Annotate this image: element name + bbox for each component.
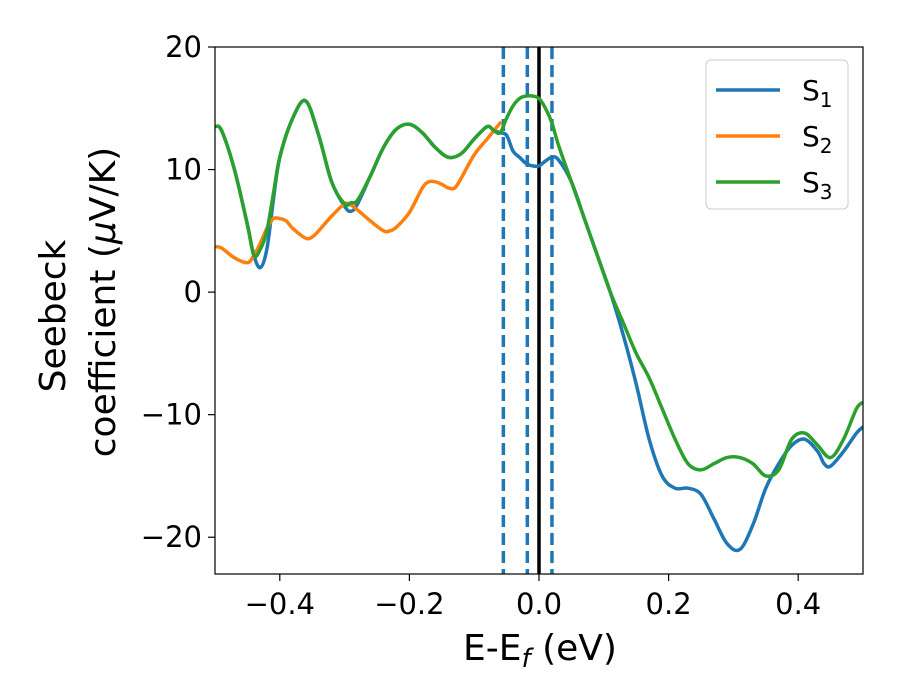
x-tick-label: −0.4 (245, 587, 315, 621)
reference-lines (501, 47, 554, 574)
x-axis-ticks: −0.4 −0.2 0.0 0.2 0.4 (245, 574, 821, 621)
y-axis-ticks: −20 −10 0 10 20 (141, 30, 215, 554)
x-tick-label: −0.2 (374, 587, 444, 621)
y-tick-label: 10 (165, 153, 202, 187)
y-tick-label: −20 (141, 520, 202, 554)
series-line-s3 (215, 93, 863, 479)
y-tick-label: 0 (184, 275, 202, 309)
series-line-s2 (215, 121, 502, 265)
x-tick-label: 0.4 (775, 587, 821, 621)
y-axis-title-line2: coefficient (μV/K) (83, 147, 124, 457)
x-axis-title: E-Ef (eV) (463, 628, 617, 674)
x-tick-label: 0.2 (646, 587, 692, 621)
legend: S1 S2 S3 (705, 59, 849, 210)
legend-label-s1: S1 (802, 74, 833, 112)
y-axis-title-line1: Seebeck (33, 239, 74, 392)
legend-label-s2: S2 (802, 120, 833, 158)
series-lines (215, 93, 863, 553)
y-tick-label: 20 (165, 30, 202, 64)
y-tick-label: −10 (141, 398, 202, 432)
x-tick-label: 0.0 (516, 587, 562, 621)
legend-label-s3: S3 (802, 166, 833, 204)
